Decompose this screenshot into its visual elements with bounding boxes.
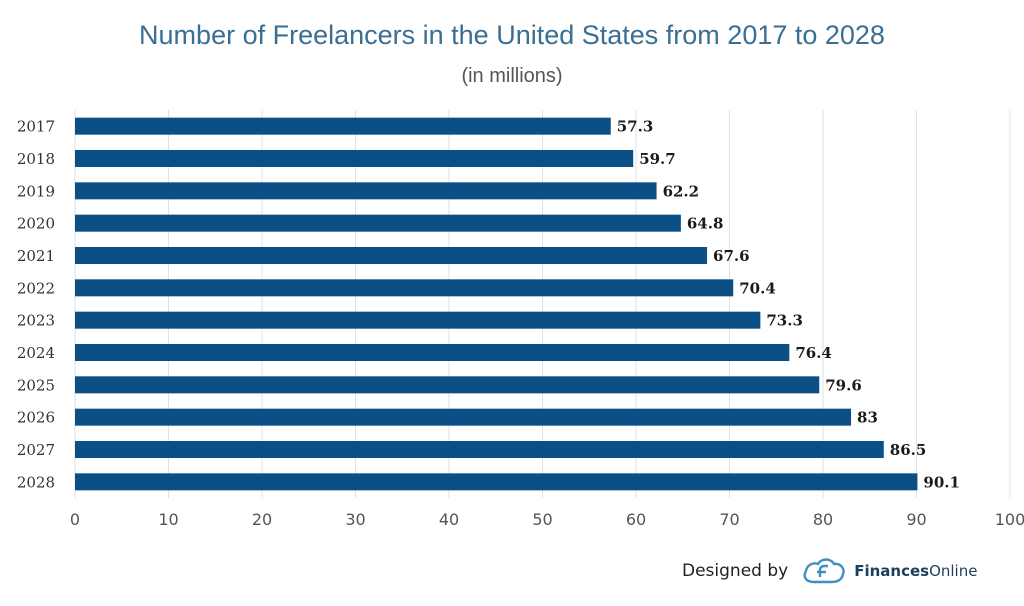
x-tick-label: 70 [719, 510, 739, 529]
category-label: 2024 [17, 344, 55, 362]
x-tick-label: 50 [532, 510, 552, 529]
chart-subtitle: (in millions) [461, 65, 563, 87]
category-label: 2021 [17, 247, 55, 265]
bars [75, 117, 918, 491]
x-tick-label: 60 [626, 510, 646, 529]
category-label: 2022 [17, 279, 55, 297]
category-label: 2027 [17, 441, 55, 459]
brand-name-bold: Finances [854, 562, 930, 580]
bar [75, 247, 708, 264]
x-tick-label: 90 [906, 510, 926, 529]
x-tick-label: 20 [252, 510, 272, 529]
category-label: 2026 [17, 409, 55, 427]
value-label: 83 [857, 409, 878, 427]
category-label: 2025 [17, 376, 55, 394]
x-tick-label: 80 [813, 510, 833, 529]
value-label: 79.6 [825, 376, 862, 394]
value-label: 64.8 [687, 215, 724, 233]
category-label: 2018 [17, 150, 55, 168]
bar [75, 344, 790, 361]
bar [75, 117, 611, 135]
bar [75, 214, 681, 232]
grid-lines [74, 110, 1011, 498]
bar [75, 311, 761, 329]
value-label: 62.2 [663, 182, 700, 200]
value-label: 76.4 [795, 344, 832, 362]
x-tick-label: 100 [995, 510, 1024, 529]
x-tick-label: 10 [158, 510, 178, 529]
bar [75, 441, 884, 458]
category-label: 2019 [17, 182, 55, 200]
footer-credit: Designed by FinancesOnline [682, 556, 977, 586]
value-label: 67.6 [713, 247, 750, 265]
bar [75, 473, 918, 491]
category-label: 2023 [17, 312, 55, 330]
bar [75, 150, 634, 167]
category-label: 2028 [17, 473, 55, 491]
brand-name: FinancesOnline [854, 562, 977, 580]
finances-online-logo-icon [803, 558, 845, 584]
value-label: 59.7 [639, 150, 676, 168]
value-label: 57.3 [617, 118, 654, 136]
value-label: 70.4 [739, 279, 776, 297]
brand-name-rest: Online [929, 562, 978, 580]
bar [75, 182, 657, 200]
category-label: 2020 [17, 215, 55, 233]
value-labels: 57.3 59.7 62.2 64.8 67.6 70.4 73.3 76.4 79.6 83 86… [617, 118, 960, 492]
designed-by-label: Designed by [682, 561, 789, 581]
x-tick-label: 0 [70, 510, 80, 529]
chart-title: Number of Freelancers in the United Stat… [139, 20, 885, 50]
bar [75, 376, 820, 394]
bar [75, 279, 734, 297]
value-label: 90.1 [923, 473, 960, 491]
category-labels: 2017 2018 2019 2020 2021 2022 2023 2024 2025 2026… [17, 118, 55, 492]
x-tick-labels: 0 10 20 30 40 50 60 70 80 90 100 [70, 510, 1024, 529]
category-label: 2017 [17, 118, 55, 136]
x-tick-label: 30 [345, 510, 365, 529]
bar [75, 408, 852, 426]
x-tick-label: 40 [439, 510, 459, 529]
value-label: 73.3 [766, 312, 803, 330]
value-label: 86.5 [890, 441, 927, 459]
